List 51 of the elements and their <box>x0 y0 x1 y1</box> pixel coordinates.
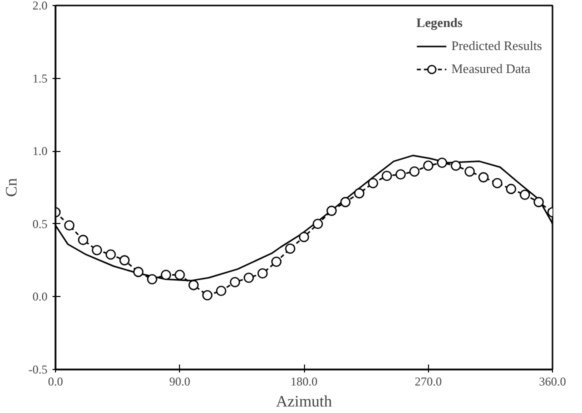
point <box>423 160 434 171</box>
point <box>230 277 240 288</box>
point <box>271 256 282 267</box>
y-tick-label: 1.5 <box>32 71 48 86</box>
point <box>436 158 448 168</box>
point <box>146 274 158 284</box>
point <box>409 166 420 177</box>
point <box>326 206 337 216</box>
point <box>492 178 502 188</box>
x-tick-label: 270.0 <box>414 374 442 388</box>
x-tick-label: 180.0 <box>290 374 318 388</box>
point <box>64 220 74 230</box>
x-axis-title: Azimuth <box>276 394 332 410</box>
point <box>464 166 475 177</box>
point <box>285 244 296 254</box>
point <box>395 169 406 180</box>
y-tick-label: 2.0 <box>32 0 48 12</box>
legend-label: Measured Data <box>451 61 530 77</box>
point <box>382 170 392 181</box>
point <box>354 188 364 198</box>
point <box>534 196 544 208</box>
point <box>312 218 323 230</box>
x-tick-label: 360.0 <box>539 374 566 388</box>
point <box>133 266 144 278</box>
x-tick-label: 0.0 <box>48 374 63 388</box>
point <box>92 244 102 256</box>
point <box>174 270 185 280</box>
point <box>340 196 351 208</box>
point <box>78 234 88 246</box>
point <box>202 290 213 300</box>
y-tick-label: -0.5 <box>28 362 48 376</box>
point <box>160 270 172 280</box>
point <box>119 255 130 266</box>
point <box>244 272 254 283</box>
y-axis-title: Cn <box>4 178 21 197</box>
y-tick-label: 0.5 <box>32 216 48 231</box>
legend-label: Predicted Results <box>451 38 542 54</box>
point <box>450 160 462 171</box>
point <box>188 280 199 290</box>
y-tick-label: 0.0 <box>32 290 48 304</box>
x-tick-label: 90.0 <box>169 374 190 388</box>
y-tick-label: 1.0 <box>32 144 48 158</box>
point <box>478 172 489 182</box>
point <box>520 190 530 200</box>
point <box>368 178 378 188</box>
point <box>298 232 310 242</box>
point <box>106 249 116 260</box>
point <box>216 286 226 296</box>
legend-title: Legends <box>416 15 464 31</box>
point <box>506 184 516 194</box>
point <box>257 268 268 279</box>
